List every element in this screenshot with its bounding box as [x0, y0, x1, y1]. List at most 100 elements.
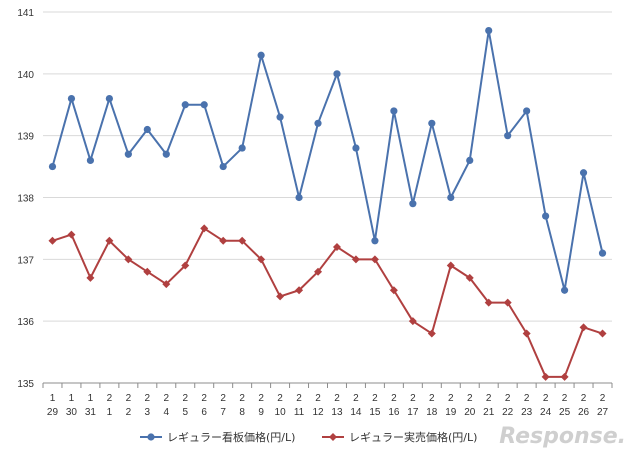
x-tick-label-month: 2: [126, 393, 132, 404]
x-tick-label-month: 2: [467, 393, 473, 404]
x-tick-label-month: 2: [372, 393, 378, 404]
data-point: [124, 150, 132, 158]
data-point: [523, 107, 531, 115]
data-point: [541, 372, 550, 381]
x-tick-label-day: 10: [275, 407, 287, 418]
x-tick-label-day: 4: [164, 407, 170, 418]
x-tick-label-month: 2: [277, 393, 283, 404]
y-tick-label: 139: [17, 132, 34, 143]
data-point: [276, 113, 284, 121]
x-tick-label-day: 3: [145, 407, 151, 418]
x-tick-label-day: 29: [47, 407, 59, 418]
data-point: [200, 224, 209, 233]
x-tick-label-day: 13: [331, 407, 343, 418]
x-tick-label-day: 24: [540, 407, 552, 418]
x-tick-label-day: 2: [126, 407, 132, 418]
data-point: [257, 51, 265, 59]
y-tick-label: 140: [17, 70, 34, 81]
data-point: [276, 292, 285, 301]
data-point: [86, 273, 95, 282]
x-tick-label-day: 8: [239, 407, 245, 418]
x-tick-label-month: 1: [50, 393, 56, 404]
x-tick-label-month: 2: [258, 393, 264, 404]
data-point: [542, 212, 550, 220]
x-tick-label-day: 19: [445, 407, 457, 418]
data-point: [579, 169, 588, 177]
y-axis: 135 136 137 138 139 140 141: [17, 8, 34, 390]
series-line-2: [52, 227, 603, 378]
data-point: [484, 298, 493, 307]
legend-label: レギュラー実売価格(円/L): [349, 430, 477, 444]
x-tick-label-month: 2: [296, 393, 302, 404]
data-point: [446, 261, 455, 270]
data-point: [314, 119, 322, 127]
data-point: [219, 236, 228, 245]
x-tick-label-month: 2: [581, 393, 587, 404]
data-point: [67, 230, 76, 239]
x-tick-label-month: 2: [486, 393, 492, 404]
x-tick-label-day: 25: [559, 407, 571, 418]
x-tick-label-day: 31: [85, 407, 97, 418]
data-point: [67, 94, 76, 103]
x-tick-label-month: 2: [107, 393, 113, 404]
x-tick-label-day: 15: [369, 407, 381, 418]
x-axis: 1291301312122232425262728292102112122132…: [42, 382, 613, 418]
series-line-1: [51, 29, 604, 292]
data-point: [389, 286, 398, 295]
x-tick-label-day: 7: [220, 407, 226, 418]
x-tick-label-month: 2: [524, 393, 530, 404]
x-tick-label-month: 2: [543, 393, 549, 404]
x-tick-label-day: 5: [182, 407, 188, 418]
x-tick-label-day: 17: [407, 407, 419, 418]
x-tick-label-day: 20: [464, 407, 476, 418]
x-tick-label-month: 2: [164, 393, 170, 404]
data-point: [408, 317, 417, 326]
data-point: [560, 372, 569, 381]
watermark-logo: Response.: [499, 424, 626, 449]
data-point: [598, 249, 607, 257]
x-tick-label-month: 2: [201, 393, 207, 404]
x-tick-label-month: 2: [334, 393, 340, 404]
x-tick-label-month: 2: [505, 393, 511, 404]
x-tick-label-month: 2: [429, 393, 435, 404]
x-tick-label-month: 2: [410, 393, 416, 404]
x-tick-label-month: 2: [391, 393, 397, 404]
data-point: [409, 200, 417, 208]
data-point: [238, 236, 247, 245]
x-tick-label-day: 23: [521, 407, 533, 418]
legend: レギュラー看板価格(円/L) レギュラー実売価格(円/L): [140, 430, 477, 444]
data-point: [219, 162, 227, 171]
data-point: [428, 119, 436, 127]
legend-label: レギュラー看板価格(円/L): [167, 430, 295, 444]
x-tick-label-day: 30: [66, 407, 78, 418]
series-layer: [48, 26, 607, 381]
data-point: [143, 125, 151, 134]
data-point: [124, 255, 133, 264]
data-point: [181, 261, 190, 270]
data-point: [390, 107, 398, 115]
data-point: [427, 329, 436, 338]
data-point: [466, 156, 474, 164]
data-point: [579, 323, 588, 332]
data-point: [370, 255, 379, 264]
x-tick-label-day: 27: [597, 407, 609, 418]
y-tick-label: 136: [17, 317, 34, 328]
data-point: [560, 286, 569, 294]
x-tick-label-day: 22: [502, 407, 514, 418]
x-tick-label-month: 2: [562, 393, 568, 404]
data-point: [86, 156, 95, 164]
data-point: [314, 267, 323, 276]
x-tick-label-month: 1: [69, 393, 75, 404]
y-tick-label: 137: [17, 255, 34, 266]
x-tick-label-month: 2: [145, 393, 151, 404]
x-tick-label-day: 11: [294, 407, 305, 418]
x-tick-label-month: 2: [239, 393, 245, 404]
data-point: [352, 144, 360, 152]
data-point: [371, 237, 379, 245]
data-point: [333, 70, 341, 78]
data-point: [295, 286, 304, 295]
x-tick-label-month: 1: [88, 393, 94, 404]
data-point: [485, 26, 493, 35]
data-point: [200, 101, 208, 109]
y-tick-label: 138: [17, 194, 34, 205]
